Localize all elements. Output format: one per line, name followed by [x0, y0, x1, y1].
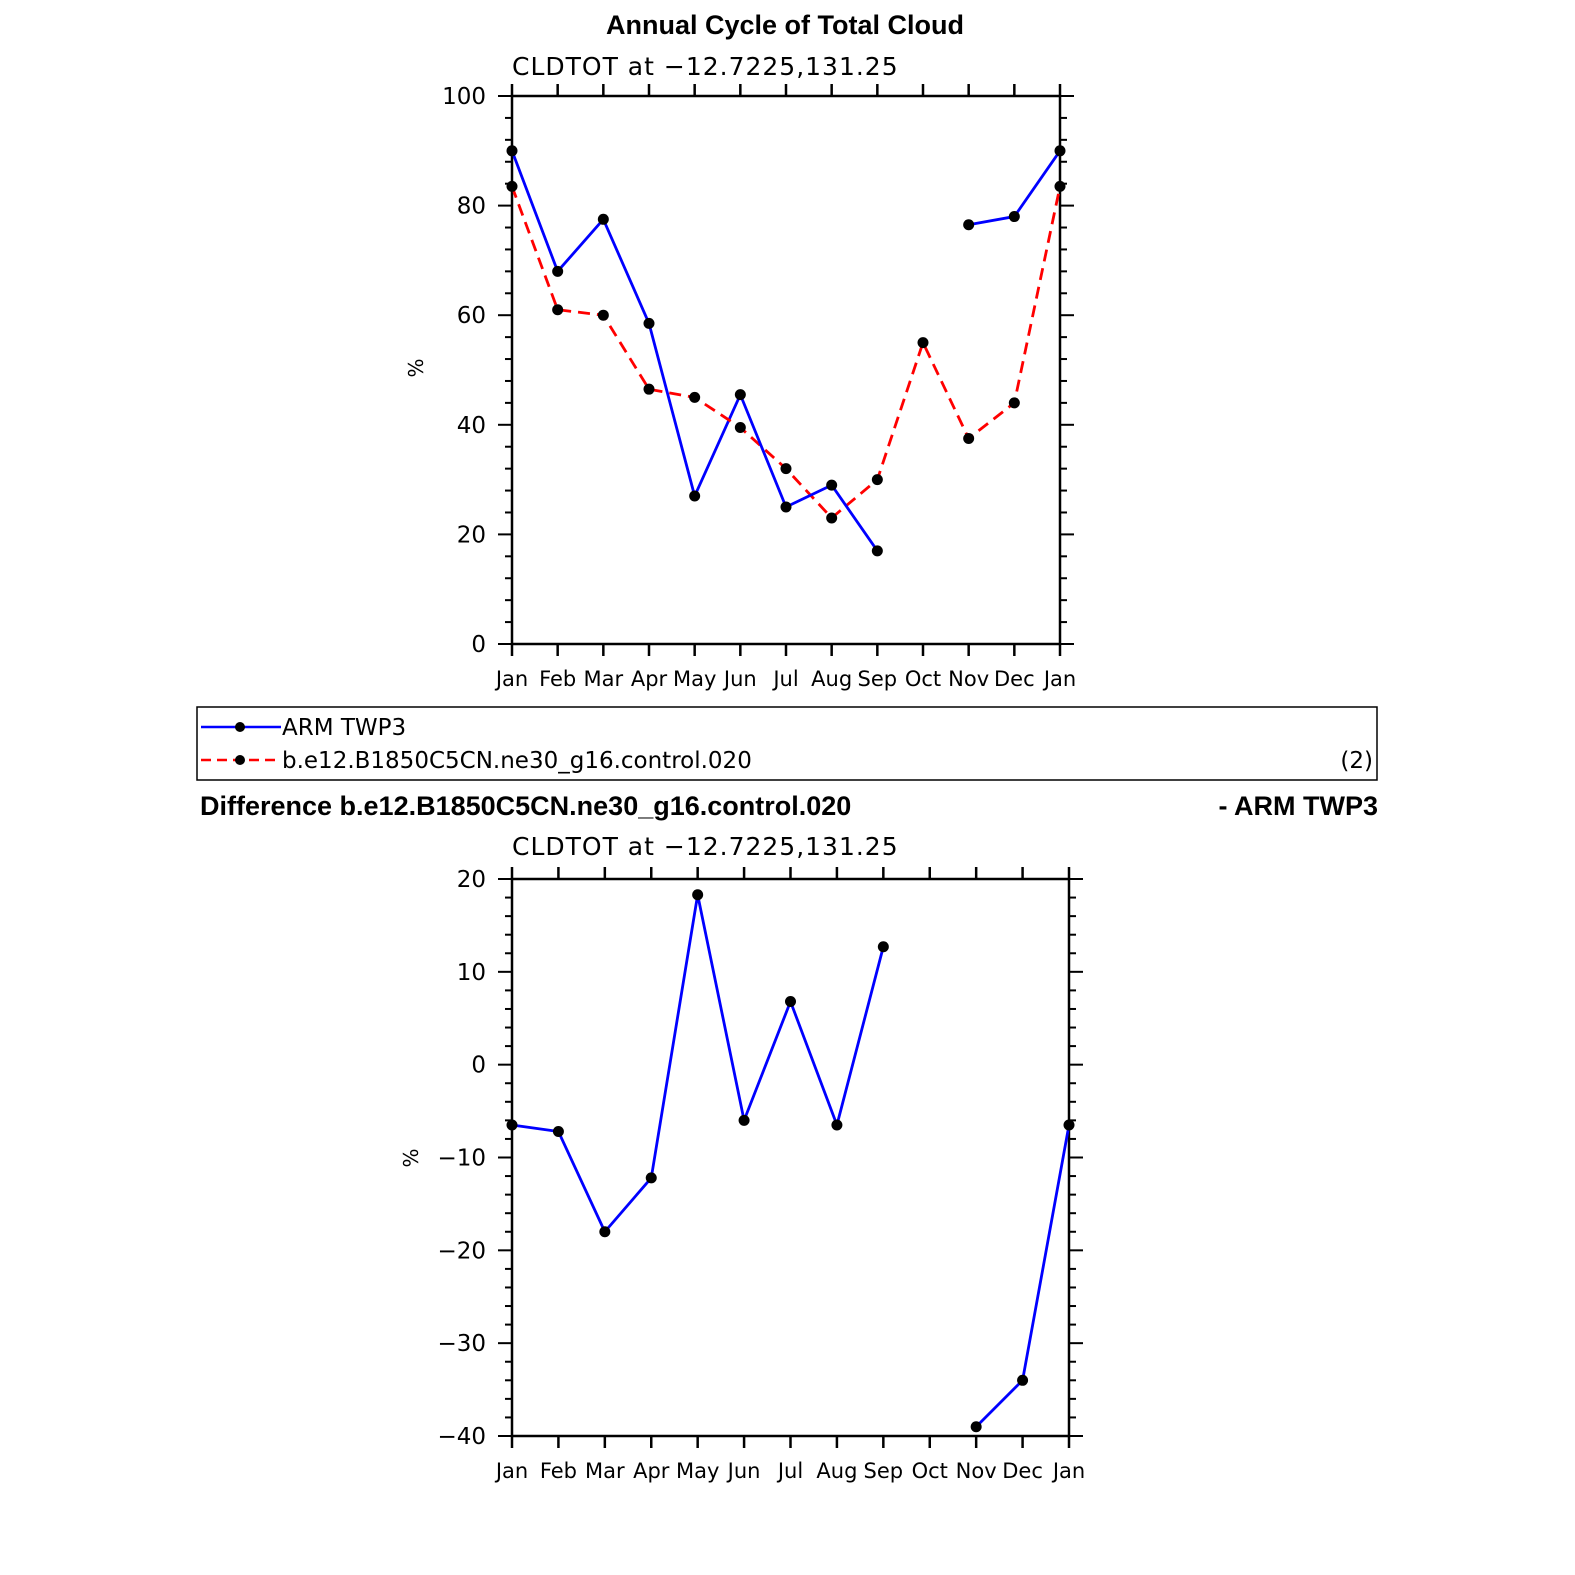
chart1-series-0-point: [689, 490, 701, 502]
chart2-series-0-point: [970, 1421, 982, 1433]
chart1-xtick-label: Sep: [858, 667, 898, 691]
chart1-xtick-label: Dec: [994, 667, 1035, 691]
chart1-xtick-label: Jun: [722, 667, 757, 691]
chart2-title-right: - ARM TWP3: [1219, 791, 1378, 821]
chart2-series-0-point: [831, 1119, 843, 1131]
chart1-series-0-point: [506, 145, 518, 157]
chart1-series-0-point: [643, 317, 655, 329]
chart2-xtick-label: Feb: [540, 1459, 577, 1483]
chart1-series-1-point: [1008, 397, 1020, 409]
chart1-series-1-point: [689, 391, 701, 403]
chart2-series-0-point: [552, 1126, 564, 1138]
chart1-series-1-point: [780, 463, 792, 475]
chart1-xtick-label: Apr: [631, 667, 668, 691]
chart1-xtick-label: May: [673, 667, 716, 691]
chart2-ytick-label: 0: [471, 1053, 486, 1079]
chart2-xtick-label: Jun: [726, 1459, 761, 1483]
chart1-series-0-point: [1054, 145, 1066, 157]
chart2-ytick-label: −40: [437, 1424, 486, 1450]
chart1-ytick-label: 80: [457, 194, 486, 220]
legend-label-arm: ARM TWP3: [282, 715, 406, 741]
chart1-title: Annual Cycle of Total Cloud: [606, 10, 964, 40]
chart2-xtick-label: Aug: [816, 1459, 857, 1483]
chart2-xtick-label: Dec: [1002, 1459, 1043, 1483]
chart2-series-0-point: [877, 941, 889, 953]
chart1-series-0-point: [734, 389, 746, 401]
chart2-title-left: Difference b.e12.B1850C5CN.ne30_g16.cont…: [200, 791, 851, 821]
chart1-ytick-label: 0: [471, 632, 486, 658]
legend-item-arm: ARM TWP3: [201, 715, 406, 741]
chart1-series-0-point: [826, 479, 838, 491]
chart2-ytick-label: −10: [437, 1146, 486, 1172]
chart2-xtick-label: Jan: [1051, 1459, 1085, 1483]
chart1-ytick-label: 20: [457, 522, 486, 548]
legend-marker-arm: [235, 722, 245, 732]
chart2-series-0-point: [645, 1172, 657, 1184]
chart1-xtick-label: Jan: [494, 667, 528, 691]
chart1-plot: Jan Feb Mar Apr May Jun Jul Aug Sep Oct Nov Dec Jan 0…: [442, 84, 1076, 691]
chart1-ytick-label: 40: [457, 413, 486, 439]
chart2-ytick-label: 10: [457, 960, 486, 986]
chart1-series-1-point: [597, 309, 609, 321]
chart1-series-0-point: [552, 265, 564, 277]
chart2-series-0-point: [599, 1226, 611, 1238]
chart1-series-1-point: [917, 337, 929, 349]
chart1-frame: [510, 94, 1062, 646]
chart1-series-1-point: [506, 180, 518, 192]
chart1-series-0-point: [1008, 211, 1020, 223]
chart2-xtick-label: Jan: [494, 1459, 528, 1483]
chart1-xtick-label: Feb: [539, 667, 576, 691]
chart1-series-0-point: [963, 219, 975, 231]
chart2-xtick-label: Nov: [956, 1459, 997, 1483]
legend-marker-model: [235, 755, 245, 765]
chart1-xtick-label: Oct: [905, 667, 941, 691]
chart2-series-0-line: [511, 893, 885, 1234]
chart1-series-0-point: [780, 501, 792, 513]
chart2-ytick-label: −30: [437, 1331, 486, 1357]
chart1-xtick-label: Nov: [948, 667, 989, 691]
chart2-series-0-point: [1063, 1119, 1075, 1131]
chart2-series-0-point: [738, 1114, 750, 1126]
chart2-subtitle: CLDTOT at −12.7225,131.25: [512, 832, 899, 861]
legend-label-model: b.e12.B1850C5CN.ne30_g16.control.020: [282, 748, 752, 774]
chart1-series-1-point: [826, 512, 838, 524]
chart1-subtitle: CLDTOT at −12.7225,131.25: [512, 52, 899, 81]
chart2-series-0-point: [785, 996, 796, 1008]
chart1-series-0-point: [597, 213, 609, 225]
chart2-ylabel: %: [399, 1148, 423, 1167]
legend-item-model: b.e12.B1850C5CN.ne30_g16.control.020: [201, 748, 752, 774]
chart1-xtick-label: Mar: [584, 667, 624, 691]
chart1-series-1-point: [552, 304, 564, 316]
chart2-plot: Jan Feb Mar Apr May Jun Jul Aug Sep Oct Nov Dec Jan−…: [437, 867, 1085, 1483]
chart2-xtick-label: Mar: [585, 1459, 625, 1483]
chart2-series-0-point: [692, 889, 704, 901]
legend-box: [196, 706, 1378, 781]
chart1-series-1-point: [871, 474, 883, 486]
chart2-xtick-label: Apr: [633, 1459, 670, 1483]
chart2-xtick-label: Oct: [912, 1459, 948, 1483]
chart2-xtick-label: Sep: [864, 1459, 904, 1483]
chart1-xtick-label: Aug: [811, 667, 852, 691]
chart1-series-1-point: [643, 383, 655, 395]
chart1-ylabel: %: [404, 358, 428, 377]
chart1-xtick-label: Jan: [1042, 667, 1076, 691]
chart2-ytick-label: 20: [457, 867, 486, 893]
chart1-series-0-line: [510, 150, 742, 498]
chart2-series-0-point: [506, 1119, 518, 1131]
legend-annotation: (2): [1340, 748, 1373, 774]
chart2-xtick-label: Jul: [776, 1459, 803, 1483]
chart1-series-1-point: [1054, 180, 1066, 192]
chart1-ytick-label: 60: [457, 303, 486, 329]
chart1-series-0-point: [871, 545, 883, 557]
chart1-series-1-point: [734, 422, 746, 434]
chart1-series-0-line-extra: [739, 394, 879, 552]
chart2-ytick-label: −20: [437, 1238, 486, 1264]
chart1-ytick-label: 100: [442, 84, 486, 110]
chart2-frame: [510, 877, 1071, 1438]
chart2-series-0-point: [1017, 1374, 1029, 1386]
chart1-series-1-point: [963, 433, 975, 444]
chart1-xtick-label: Jul: [771, 667, 798, 691]
chart2-xtick-label: May: [676, 1459, 719, 1483]
